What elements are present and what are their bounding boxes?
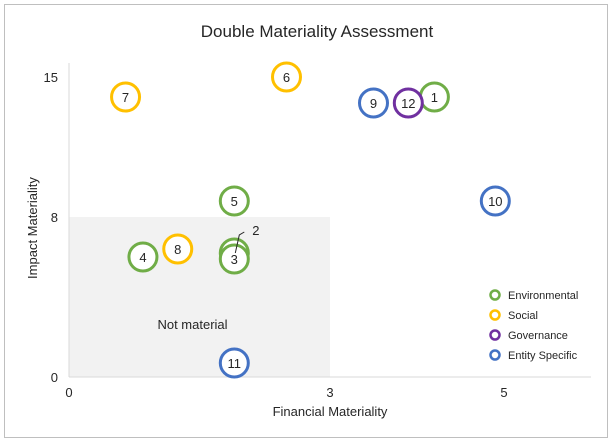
data-point-8 [162, 233, 194, 265]
data-label-6: 6 [283, 70, 290, 85]
x-tick-label: 3 [326, 385, 333, 400]
data-point-4 [127, 241, 159, 273]
data-point-6 [271, 61, 302, 93]
legend-marker-social [489, 309, 501, 321]
data-label-4: 4 [139, 250, 146, 265]
not-material-region [69, 217, 330, 377]
not-material-region-layer: Not material [69, 217, 330, 377]
legend-label-environmental: Environmental [508, 290, 578, 302]
data-label-11: 11 [228, 356, 242, 371]
legend-marker-environmental [489, 289, 501, 301]
data-label-3: 3 [231, 252, 238, 267]
y-tick-label: 8 [51, 210, 58, 225]
data-label-12: 12 [401, 96, 415, 111]
data-point-10 [479, 185, 511, 217]
y-tick-label: 0 [51, 370, 58, 385]
chart-title: Double Materiality Assessment [201, 22, 434, 41]
legend-label-social: Social [508, 310, 538, 322]
data-point-5 [218, 185, 250, 217]
x-tick-label: 5 [500, 385, 507, 400]
y-tick-label: 15 [44, 70, 58, 85]
legend-label-governance: Governance [508, 330, 568, 342]
data-label-2: 2 [252, 223, 259, 238]
x-axis-label: Financial Materiality [273, 404, 388, 419]
data-label-5: 5 [231, 194, 238, 209]
data-label-9: 9 [370, 96, 377, 111]
data-label-8: 8 [174, 242, 181, 257]
legend-label-entity-specific: Entity Specific [508, 350, 578, 362]
data-point-3 [218, 243, 250, 275]
legend-marker-governance [489, 329, 501, 341]
legend: Environmental Social Governance Entity Spec… [489, 289, 578, 362]
data-point-7 [110, 81, 142, 113]
data-label-1: 1 [431, 90, 438, 105]
data-label-10: 10 [488, 194, 502, 209]
data-point-12 [392, 87, 424, 119]
x-tick-label: 0 [65, 385, 72, 400]
not-material-label: Not material [157, 317, 227, 332]
data-label-7: 7 [122, 90, 129, 105]
point-layer: 1 3 4 5 6 7 8 12 9 10 11 2 [110, 61, 511, 379]
data-label-2-leader [234, 231, 245, 254]
data-point-9 [358, 87, 389, 119]
legend-marker-entity-specific [489, 349, 501, 361]
data-point-11 [218, 347, 250, 379]
y-axis-label: Impact Materiality [25, 177, 40, 279]
